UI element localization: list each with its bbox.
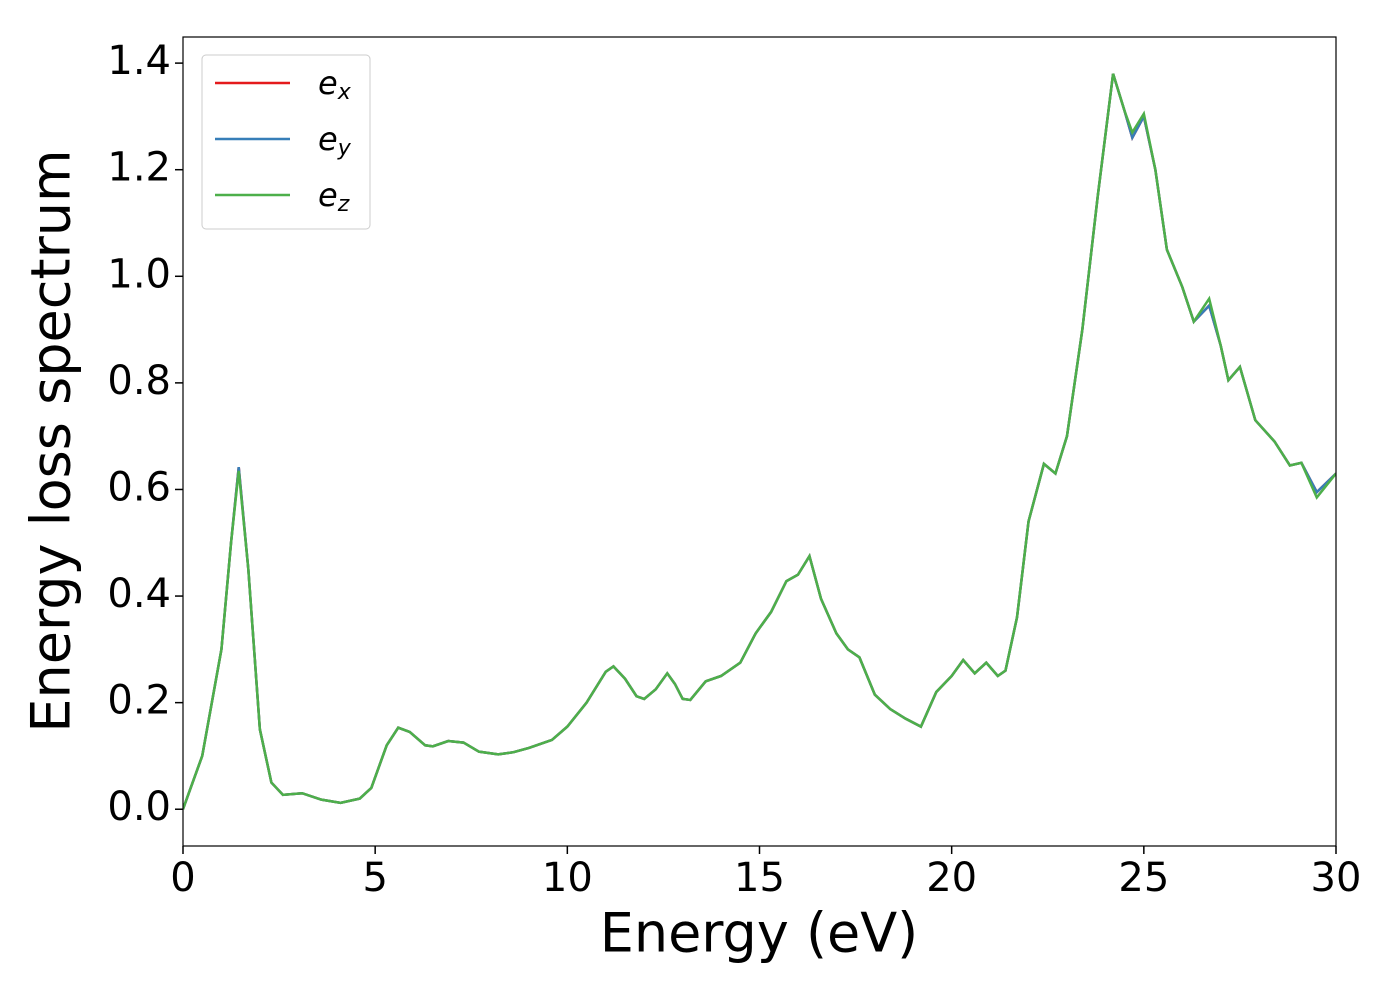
legend-box xyxy=(201,54,371,230)
x-tick-label: 30 xyxy=(1311,855,1362,901)
plot-frame xyxy=(182,36,1337,847)
line-series xyxy=(183,73,1336,810)
x-tick-label: 25 xyxy=(1118,855,1169,901)
y-tick-label: 0.0 xyxy=(107,784,171,830)
y-tick-label: 0.6 xyxy=(107,464,171,510)
y-axis-label: Energy loss spectrum xyxy=(20,149,83,732)
y-tick-label: 0.2 xyxy=(107,678,171,724)
y-tick-label: 1.4 xyxy=(107,38,171,84)
y-tick-label: 0.4 xyxy=(107,571,171,617)
y-tick-label: 0.8 xyxy=(107,358,171,404)
y-tick-label: 1.0 xyxy=(107,251,171,297)
x-tick-label: 20 xyxy=(926,855,977,901)
legend-label: ey xyxy=(318,120,352,161)
x-tick-label: 0 xyxy=(170,855,195,901)
x-axis-label: Energy (eV) xyxy=(600,902,919,965)
x-tick-label: 15 xyxy=(734,855,785,901)
legend-label: ex xyxy=(318,64,352,105)
x-tick-label: 5 xyxy=(362,855,387,901)
legend-label: ez xyxy=(318,176,350,217)
x-tick-label: 10 xyxy=(542,855,593,901)
y-tick-label: 1.2 xyxy=(107,145,171,191)
